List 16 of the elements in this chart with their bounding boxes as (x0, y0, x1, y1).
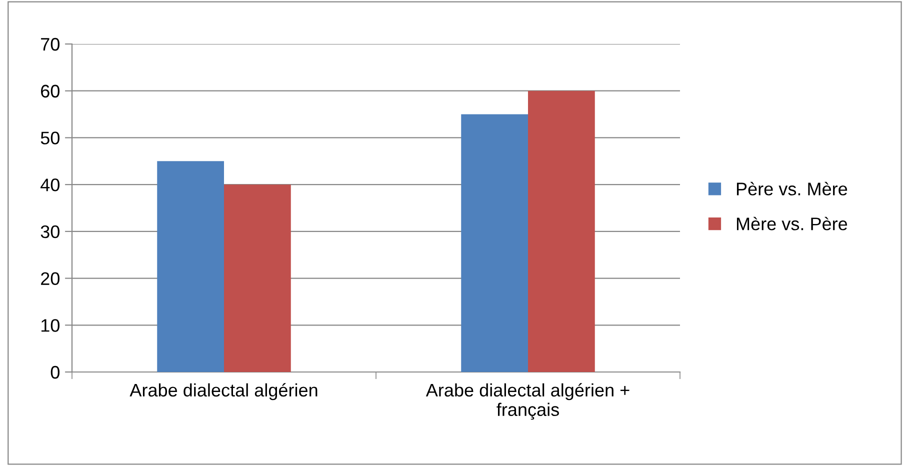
bar (528, 90, 595, 372)
y-tick-label: 20 (41, 272, 60, 286)
y-tick-label: 0 (50, 366, 60, 379)
y-tick-label: 50 (40, 132, 60, 144)
y-tick-label: 70 (41, 38, 60, 51)
bar (224, 184, 291, 372)
y-tick-label: 40 (40, 178, 60, 192)
legend-label: Mère vs. Père (736, 216, 848, 230)
x-tick-label: Arabe dialectal algérien (130, 383, 318, 400)
y-tick-label: 60 (41, 84, 60, 98)
bar (157, 161, 224, 372)
bar (461, 114, 528, 372)
y-tick-label: 10 (41, 319, 60, 332)
y-tick-label: 30 (40, 225, 60, 238)
legend-label: Père vs. Mère (736, 182, 848, 196)
x-tick-label: Arabe dialectal algérien + français (426, 383, 630, 420)
